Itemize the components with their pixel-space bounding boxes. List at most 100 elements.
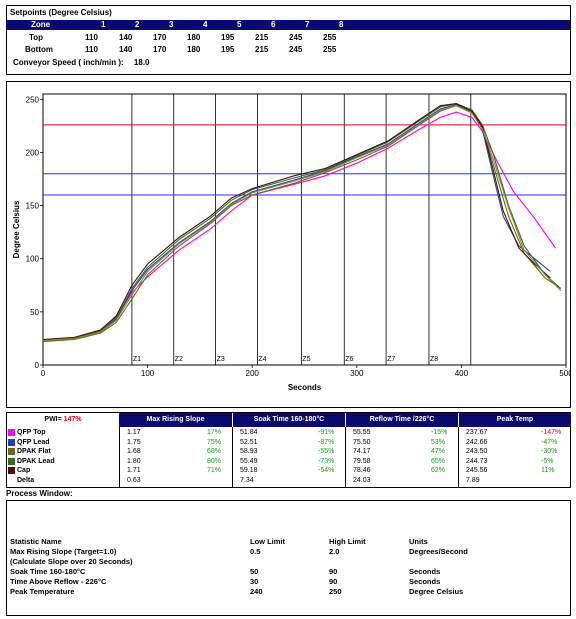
chart-svg: Z1 Z2 Z3 Z4 Z5 Z6 Z7 Z8 0 50 100 150 200 250 0 100 200 30… — [12, 93, 570, 392]
bottom-7: 245 — [289, 45, 303, 54]
zone-5: 5 — [237, 20, 242, 29]
result-cell: 1.68 — [127, 448, 141, 455]
result-row-label: QFP Lead — [17, 438, 50, 446]
legend-swatch — [8, 438, 15, 446]
pwi-label: PWI= — [44, 416, 62, 423]
y-tick-label: 100 — [26, 255, 40, 264]
series-line — [42, 105, 562, 342]
zone-label: Zone — [31, 20, 51, 29]
zone-label: Z4 — [258, 356, 266, 363]
zone-1: 1 — [101, 20, 106, 29]
pwi: PWI= 147% — [7, 413, 119, 427]
zone-label: Z8 — [430, 356, 438, 363]
result-cell: 242.66 — [466, 438, 488, 446]
result-row-label: Delta — [17, 476, 35, 484]
pw-low-limit: 30 — [250, 577, 259, 586]
y-tick-label: 150 — [26, 202, 40, 211]
y-tick-label: 250 — [26, 95, 40, 104]
zone-6: 6 — [271, 20, 276, 29]
result-cell: -73% — [318, 457, 335, 465]
result-cell: 51.84 — [240, 429, 258, 436]
result-cell: 1.80 — [127, 457, 141, 465]
result-row-label: DPAK Lead — [17, 457, 55, 465]
result-cell: 55.49 — [240, 457, 258, 465]
top-4: 180 — [187, 33, 201, 42]
result-cell: 17% — [207, 429, 222, 436]
divider — [345, 427, 346, 487]
result-row-label: QFP Top — [17, 429, 46, 436]
result-cell: -55% — [318, 448, 335, 455]
results-table: PWI= 147% Max Rising Slope Soak Time 160… — [6, 412, 571, 488]
result-cell: 52.51 — [240, 438, 258, 446]
result-cell: -91% — [318, 429, 335, 436]
result-cell: 245.56 — [466, 467, 488, 474]
pw-stat-name: Soak Time 160-180°C — [10, 567, 86, 576]
setpoints-panel: Setpoints (Degree Celsius) Zone 1 2 3 4 … — [6, 5, 571, 75]
pw-header-high: High Limit — [329, 537, 366, 546]
divider — [232, 427, 233, 487]
result-cell: 62% — [431, 467, 446, 474]
x-tick-label: 400 — [455, 369, 469, 378]
result-row: Delta 0.63 7.34 24.03 7.89 — [7, 477, 570, 485]
bottom-label: Bottom — [25, 45, 53, 54]
result-cell: 237.67 — [466, 429, 488, 436]
top-row: Top 110 140 170 180 195 215 245 255 — [7, 33, 570, 44]
y-tick-label: 200 — [26, 148, 40, 157]
legend-swatch — [8, 429, 15, 436]
zone-label: Z5 — [302, 356, 310, 363]
bottom-6: 215 — [255, 45, 269, 54]
series-line — [42, 104, 551, 342]
bottom-3: 170 — [153, 45, 167, 54]
series-line — [42, 111, 556, 341]
divider — [458, 427, 459, 487]
plot-area — [42, 93, 567, 366]
header-soak-time: Soak Time 160-180°C — [232, 413, 345, 427]
result-row: Cap 1.71 71% 59.18 -54% 78.46 62% 245.56 11% — [7, 467, 570, 475]
result-cell: 68% — [207, 448, 222, 455]
process-window-panel: Statistic Name Low Limit High Limit Unit… — [6, 500, 571, 616]
result-cell: 7.34 — [240, 476, 254, 484]
conveyor-speed: Conveyor Speed ( inch/min ): 18.0 — [13, 58, 150, 67]
zone-7: 7 — [305, 20, 310, 29]
result-cell: -5% — [541, 457, 554, 465]
result-cell: 75% — [207, 438, 222, 446]
result-cell: 65% — [431, 457, 446, 465]
top-5: 195 — [221, 33, 235, 42]
zone-header: Zone 1 2 3 4 5 6 7 8 — [7, 20, 570, 30]
conveyor-value: 18.0 — [133, 58, 150, 67]
zone-4: 4 — [203, 20, 208, 29]
top-8: 255 — [323, 33, 337, 42]
result-cell: 47% — [431, 448, 446, 455]
x-tick-label: 0 — [41, 369, 46, 378]
header-peak-temp: Peak Temp — [458, 413, 571, 427]
zone-label: Z3 — [217, 356, 225, 363]
pw-high-limit: 2.0 — [329, 547, 340, 556]
bottom-2: 140 — [119, 45, 133, 54]
pw-units: Degrees/Second — [409, 547, 468, 556]
pw-low-limit: 0.5 — [250, 547, 261, 556]
top-7: 245 — [289, 33, 303, 42]
zone-3: 3 — [169, 20, 174, 29]
result-row: QFP Top 1.17 17% 51.84 -91% 55.55 -15% 237.67 -1… — [7, 429, 570, 437]
profile-chart: Z1 Z2 Z3 Z4 Z5 Z6 Z7 Z8 0 50 100 150 200 250 0 100 200 30… — [6, 81, 571, 408]
result-cell: -47% — [541, 438, 558, 446]
legend-swatch — [8, 448, 15, 455]
result-cell: 1.17 — [127, 429, 141, 436]
result-row: DPAK Flat 1.68 68% 58.93 -55% 74.17 47% 243.50 -… — [7, 448, 570, 456]
header-max-rising-slope: Max Rising Slope — [119, 413, 232, 427]
x-tick-label: 300 — [350, 369, 364, 378]
pw-units: Degree Celsius — [409, 587, 464, 596]
pw-high-limit: 90 — [329, 567, 338, 576]
top-6: 215 — [255, 33, 269, 42]
series-line — [42, 103, 562, 342]
result-cell: 59.18 — [240, 467, 258, 474]
result-cell: 79.58 — [353, 457, 371, 465]
series-line — [42, 105, 562, 343]
legend-swatch — [8, 457, 15, 465]
result-cell: 80% — [207, 457, 222, 465]
result-cell: 1.71 — [127, 467, 141, 474]
bottom-8: 255 — [323, 45, 337, 54]
result-cell: 53% — [431, 438, 446, 446]
result-cell: 0.63 — [127, 476, 141, 484]
result-cell: 78.46 — [353, 467, 371, 474]
